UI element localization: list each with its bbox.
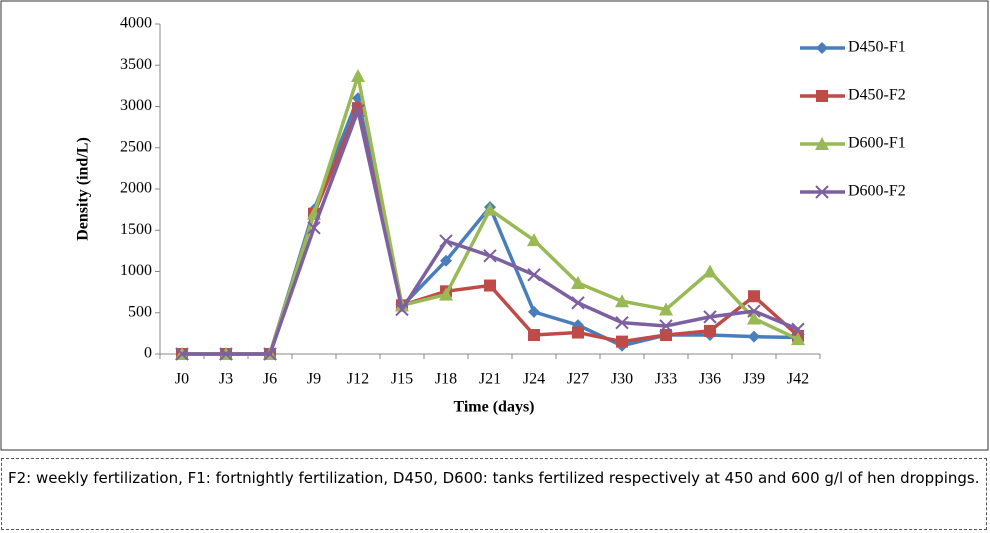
y-tick-label: 3000 — [120, 97, 152, 114]
legend-label: D450-F2 — [848, 87, 906, 104]
point — [571, 296, 585, 310]
legend-marker — [815, 137, 829, 150]
point — [572, 326, 584, 339]
x-tick-label: J18 — [435, 371, 457, 388]
point — [571, 276, 585, 290]
x-tick-label: J24 — [523, 371, 545, 388]
point — [484, 279, 496, 292]
y-axis-title: Density (ind/L) — [75, 137, 92, 241]
x-tick-label: J30 — [611, 371, 633, 388]
point — [528, 329, 540, 342]
y-tick-label: 4000 — [120, 15, 152, 32]
point — [660, 329, 672, 342]
series-line — [182, 96, 799, 356]
point — [747, 304, 761, 318]
point — [527, 233, 541, 247]
y-tick-label: 1500 — [120, 221, 152, 238]
caption: F2: weekly fertilization, F1: fortnightl… — [1, 458, 987, 530]
point — [527, 268, 541, 282]
legend-marker — [815, 185, 829, 199]
x-tick-label: J6 — [263, 371, 277, 388]
point — [748, 290, 760, 303]
legend-marker — [816, 90, 828, 102]
x-tick-label: J27 — [567, 371, 589, 388]
point — [791, 322, 805, 336]
point — [615, 315, 629, 330]
y-tick-label: 3500 — [120, 56, 152, 73]
point — [747, 311, 761, 325]
point — [659, 319, 673, 333]
y-tick-label: 2500 — [120, 138, 152, 155]
x-axis-title: Time (days) — [453, 399, 534, 416]
chart: Time (days) Density (ind/L) 0 500 1000 1500… — [0, 0, 989, 451]
point — [175, 347, 189, 361]
x-tick-label: J15 — [391, 371, 413, 388]
point — [352, 102, 364, 115]
series-line — [182, 108, 799, 356]
x-tick-label: J39 — [743, 371, 765, 388]
y-tick-label: 0 — [144, 345, 152, 362]
x-tick-label: J12 — [347, 371, 369, 388]
x-tick-label: J0 — [175, 371, 189, 388]
point — [439, 234, 453, 248]
x-tick-label: J36 — [699, 371, 721, 388]
chart-border — [0, 0, 989, 451]
point — [307, 221, 321, 235]
point — [703, 264, 717, 278]
point — [351, 68, 365, 82]
point — [440, 254, 452, 267]
point — [395, 302, 409, 317]
point — [528, 305, 540, 318]
point — [219, 347, 233, 361]
legend-marker — [816, 42, 828, 54]
point — [748, 330, 760, 343]
point — [439, 287, 453, 301]
x-tick-label: J33 — [655, 371, 677, 388]
legend-label: D450-F1 — [848, 39, 906, 56]
y-tick-label: 500 — [128, 303, 152, 320]
point — [615, 294, 629, 308]
point — [616, 335, 628, 348]
x-tick-label: J9 — [307, 371, 321, 388]
legend-label: D600-F2 — [848, 183, 906, 200]
point — [263, 347, 277, 361]
point — [704, 324, 716, 337]
point — [703, 310, 717, 324]
x-tick-label: J3 — [219, 371, 233, 388]
legend-label: D600-F1 — [848, 135, 906, 152]
point — [791, 332, 805, 346]
y-tick-label: 2000 — [120, 180, 152, 197]
x-tick-label: J42 — [787, 371, 809, 388]
point — [659, 302, 673, 316]
point — [351, 103, 365, 118]
point — [483, 249, 497, 263]
point — [483, 202, 497, 216]
y-tick-label: 1000 — [120, 262, 152, 279]
x-tick-label: J21 — [479, 371, 501, 388]
